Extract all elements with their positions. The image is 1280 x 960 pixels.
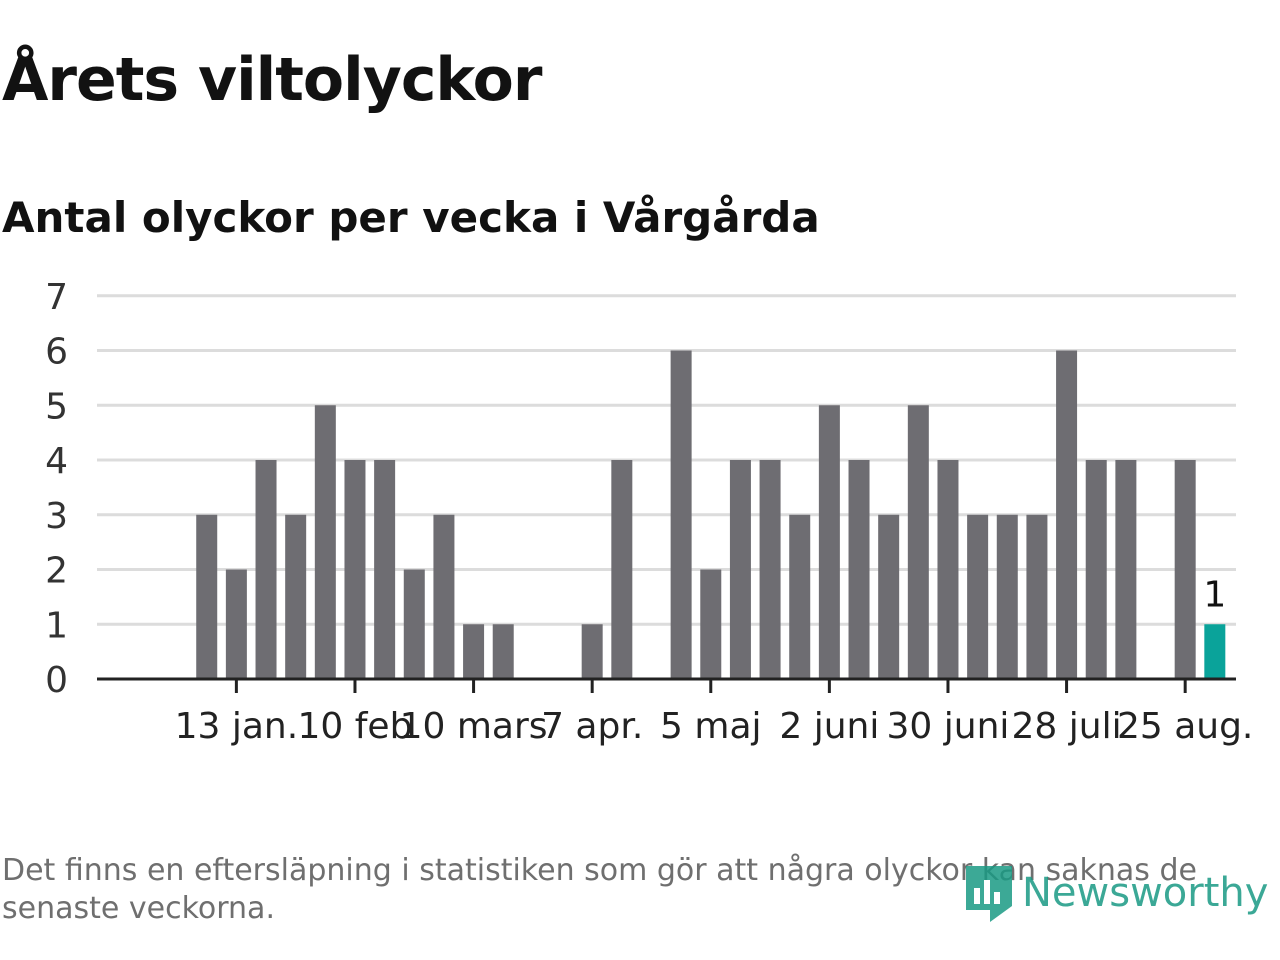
bar <box>403 569 425 679</box>
x-tick-label: 30 juni <box>887 706 1010 747</box>
chart-subtitle: Antal olyckor per vecka i Vårgårda <box>2 193 820 242</box>
bar <box>996 514 1018 679</box>
x-tick-label: 25 aug. <box>1117 706 1253 747</box>
highlight-value-label: 1 <box>1203 574 1226 615</box>
x-tick-label: 2 juni <box>779 706 879 747</box>
x-tick-label: 7 apr. <box>541 706 643 747</box>
bar <box>196 514 218 679</box>
y-tick-label: 1 <box>45 605 68 646</box>
bar <box>1085 460 1107 679</box>
bar <box>670 350 692 679</box>
bar <box>759 460 781 679</box>
x-tick-label: 10 mars <box>400 706 548 747</box>
bars <box>196 350 1226 679</box>
data-labels: 1 <box>1200 571 1229 618</box>
bar <box>907 405 929 679</box>
bar <box>225 569 247 679</box>
bar <box>848 460 870 679</box>
bar <box>581 624 603 679</box>
x-tick-label: 13 jan. <box>175 706 299 747</box>
y-tick-label: 0 <box>45 660 68 701</box>
bar <box>1174 460 1196 679</box>
y-tick-label: 5 <box>45 386 68 427</box>
y-tick-label: 4 <box>45 441 68 482</box>
y-tick-label: 2 <box>45 551 68 592</box>
bar <box>789 514 811 679</box>
y-tick-label: 3 <box>45 496 68 537</box>
chart-title: Årets viltolyckor <box>2 45 542 115</box>
bar <box>818 405 840 679</box>
newsworthy-logo-icon <box>966 866 1012 922</box>
bar <box>1026 514 1048 679</box>
bar <box>255 460 277 679</box>
bar <box>878 514 900 679</box>
bar <box>1056 350 1078 679</box>
bar <box>463 624 485 679</box>
bar <box>937 460 959 679</box>
bar <box>433 514 455 679</box>
newsworthy-logo: Newsworthy <box>962 860 1268 926</box>
x-tick-label: 5 maj <box>660 706 761 747</box>
bar <box>492 624 514 679</box>
y-tick-label: 6 <box>45 332 68 373</box>
bar <box>967 514 989 679</box>
bar <box>1115 460 1137 679</box>
bar <box>729 460 751 679</box>
highlight-bar <box>1204 624 1226 679</box>
bar <box>344 460 366 679</box>
bar <box>314 405 336 679</box>
newsworthy-logo-text: Newsworthy <box>1022 870 1269 916</box>
y-tick-label: 7 <box>45 277 68 318</box>
y-axis: 0 1 2 3 4 5 6 7 <box>45 277 68 701</box>
bar <box>611 460 633 679</box>
bar <box>700 569 722 679</box>
bar <box>285 514 307 679</box>
bar <box>374 460 396 679</box>
x-tick-label: 10 feb <box>298 706 413 747</box>
x-tick-label: 28 juli <box>1012 706 1122 747</box>
